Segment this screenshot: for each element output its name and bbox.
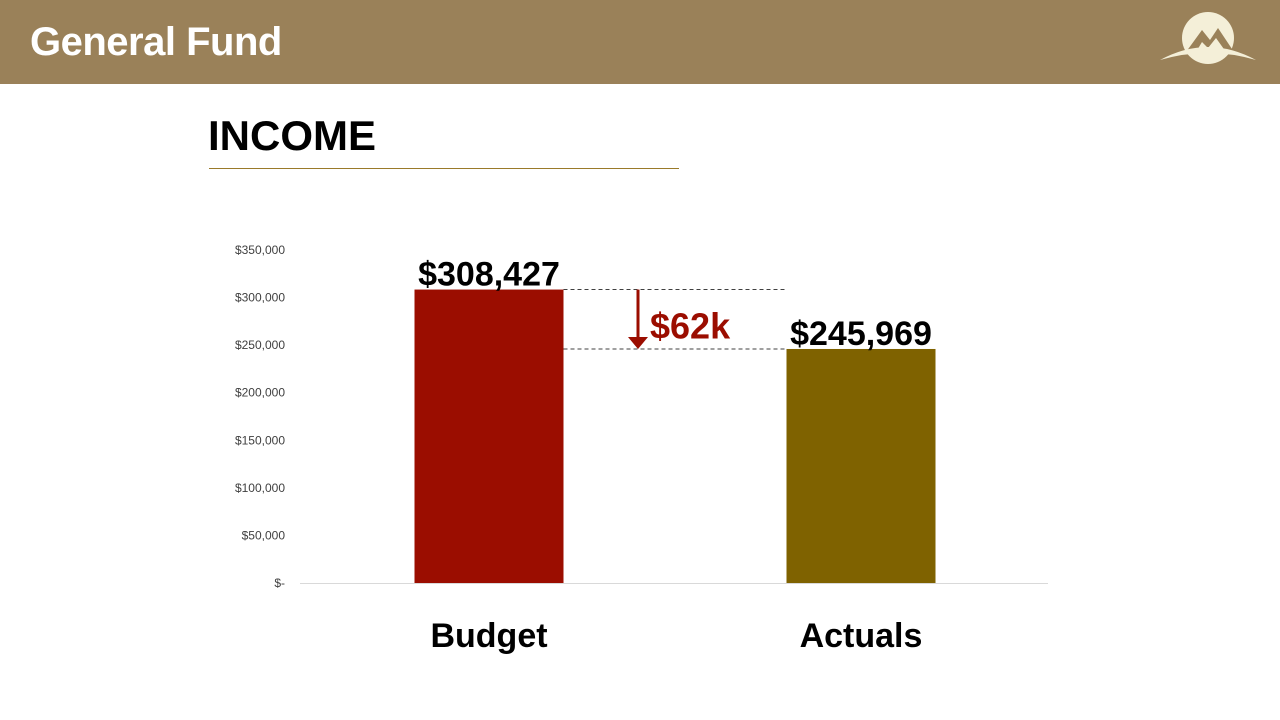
x-category-label: Actuals	[800, 617, 923, 655]
data-label: $245,969	[790, 315, 932, 353]
bar-actuals	[786, 348, 936, 583]
header-bar: General Fund	[0, 0, 1280, 84]
y-tick-label: $100,000	[235, 481, 285, 495]
page-title: General Fund	[30, 20, 282, 64]
y-tick-label: $-	[274, 576, 285, 590]
y-tick-label: $300,000	[235, 291, 285, 305]
variance-label: $62k	[650, 306, 731, 347]
y-tick-label: $150,000	[235, 433, 285, 447]
x-category-label: Budget	[430, 617, 547, 655]
bar-budget	[414, 289, 564, 583]
y-tick-label: $250,000	[235, 338, 285, 352]
y-tick-label: $350,000	[235, 243, 285, 257]
heading-divider	[209, 168, 679, 169]
y-tick-label: $200,000	[235, 386, 285, 400]
variance-arrow-head-icon	[628, 336, 648, 349]
data-label: $308,427	[418, 256, 560, 294]
y-tick-label: $50,000	[242, 528, 286, 542]
section-heading: INCOME	[208, 112, 376, 159]
mountain-logo-icon	[1160, 12, 1256, 64]
